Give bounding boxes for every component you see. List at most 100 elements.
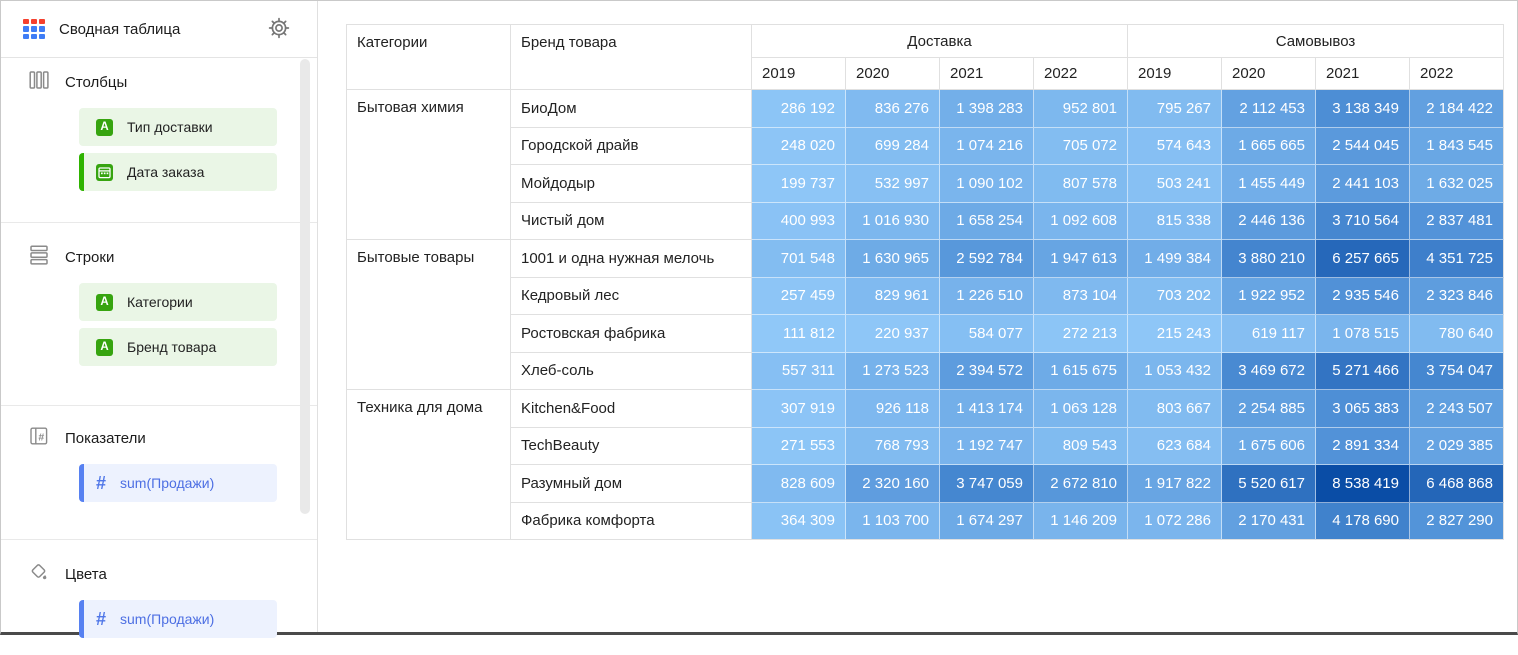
- value-cell: 3 880 210: [1222, 240, 1316, 278]
- string-field-icon: A: [96, 118, 113, 136]
- value-cell: 807 578: [1034, 165, 1128, 203]
- column-group-header-delivery[interactable]: Доставка: [752, 24, 1128, 58]
- year-header[interactable]: 2022: [1410, 58, 1504, 90]
- sidebar-section-columns: Столбцы A Тип доставки: [1, 58, 317, 222]
- value-cell: 1 016 930: [846, 202, 940, 240]
- value-cell: 5 520 617: [1222, 465, 1316, 503]
- field-chip-delivery-type[interactable]: A Тип доставки: [79, 108, 277, 146]
- pivot-table: Категории Бренд товара Доставка Самовыво…: [346, 24, 1504, 540]
- value-cell: 2 672 810: [1034, 465, 1128, 503]
- value-cell: 780 640: [1410, 315, 1504, 353]
- value-cell: 4 351 725: [1410, 240, 1504, 278]
- field-chip-label: Дата заказа: [127, 164, 205, 180]
- column-group-header-pickup[interactable]: Самовывоз: [1128, 24, 1504, 58]
- measure-chip-sum-sales[interactable]: # sum(Продажи): [79, 464, 277, 502]
- value-cell: 584 077: [940, 315, 1034, 353]
- value-cell: 574 643: [1128, 127, 1222, 165]
- value-cell: 701 548: [752, 240, 846, 278]
- settings-button[interactable]: [267, 17, 291, 41]
- value-cell: 307 919: [752, 390, 846, 428]
- value-cell: 795 267: [1128, 90, 1222, 128]
- value-cell: 3 747 059: [940, 465, 1034, 503]
- field-chip-order-date[interactable]: Дата заказа: [79, 153, 277, 191]
- brand-cell: Чистый дом: [511, 202, 752, 240]
- section-label: Показатели: [65, 429, 146, 447]
- value-cell: 828 609: [752, 465, 846, 503]
- value-cell: 220 937: [846, 315, 940, 353]
- section-header-columns: Столбцы: [29, 68, 317, 96]
- year-header[interactable]: 2021: [940, 58, 1034, 90]
- measure-chip-label: sum(Продажи): [120, 475, 215, 491]
- table-row: Хлеб-соль 557 311 1 273 523 2 394 572 1 615 …: [346, 352, 1504, 390]
- table-row: Городской драйв 248 020 699 284 1 074 216 70…: [346, 127, 1504, 165]
- field-chip-categories[interactable]: A Категории: [79, 283, 277, 321]
- value-cell: 873 104: [1034, 277, 1128, 315]
- value-cell: 1 917 822: [1128, 465, 1222, 503]
- string-field-icon: A: [96, 338, 113, 356]
- value-cell: 1 675 606: [1222, 427, 1316, 465]
- field-chip-label: Категории: [127, 294, 193, 310]
- value-cell: 926 118: [846, 390, 940, 428]
- section-header-rows: Строки: [29, 243, 317, 271]
- value-cell: 1 674 297: [940, 502, 1034, 540]
- value-cell: 619 117: [1222, 315, 1316, 353]
- value-cell: 111 812: [752, 315, 846, 353]
- value-cell: 2 837 481: [1410, 202, 1504, 240]
- value-cell: 2 254 885: [1222, 390, 1316, 428]
- sidebar-section-measures: # Показатели # sum(Продажи): [1, 405, 317, 539]
- value-cell: 2 029 385: [1410, 427, 1504, 465]
- value-cell: 2 394 572: [940, 352, 1034, 390]
- value-cell: 1 665 665: [1222, 127, 1316, 165]
- pivot-table-container: Категории Бренд товара Доставка Самовыво…: [346, 24, 1504, 540]
- active-field-accent: [79, 464, 84, 502]
- year-header[interactable]: 2019: [1128, 58, 1222, 90]
- brand-cell: 1001 и одна нужная мелочь: [511, 240, 752, 278]
- corner-header-categories[interactable]: Категории: [346, 24, 511, 90]
- chart-area: Категории Бренд товара Доставка Самовыво…: [319, 1, 1517, 632]
- value-cell: 286 192: [752, 90, 846, 128]
- value-cell: 2 592 784: [940, 240, 1034, 278]
- value-cell: 2 891 334: [1316, 427, 1410, 465]
- value-cell: 6 257 665: [1316, 240, 1410, 278]
- field-chip-brand[interactable]: A Бренд товара: [79, 328, 277, 366]
- value-cell: 532 997: [846, 165, 940, 203]
- pivot-body: Бытовая химия БиоДом 286 192 836 276 1 398 2…: [346, 90, 1504, 540]
- value-cell: 272 213: [1034, 315, 1128, 353]
- string-field-icon: A: [96, 293, 113, 311]
- section-label: Столбцы: [65, 73, 128, 91]
- value-cell: 1 090 102: [940, 165, 1034, 203]
- value-cell: 1 630 965: [846, 240, 940, 278]
- value-cell: 2 170 431: [1222, 502, 1316, 540]
- year-header[interactable]: 2021: [1316, 58, 1410, 90]
- corner-header-brand[interactable]: Бренд товара: [511, 24, 752, 90]
- value-cell: 557 311: [752, 352, 846, 390]
- year-header[interactable]: 2020: [1222, 58, 1316, 90]
- value-cell: 5 271 466: [1316, 352, 1410, 390]
- chart-type-title: Сводная таблица: [59, 20, 181, 38]
- category-cell: Техника для дома: [346, 390, 511, 540]
- value-cell: 503 241: [1128, 165, 1222, 203]
- year-header[interactable]: 2019: [752, 58, 846, 90]
- year-header[interactable]: 2022: [1034, 58, 1128, 90]
- app-window: Сводная таблица: [0, 0, 1518, 638]
- brand-cell: Kitchen&Food: [511, 390, 752, 428]
- value-cell: 400 993: [752, 202, 846, 240]
- value-cell: 4 178 690: [1316, 502, 1410, 540]
- value-cell: 705 072: [1034, 127, 1128, 165]
- active-field-accent: [79, 153, 84, 191]
- value-cell: 3 065 383: [1316, 390, 1410, 428]
- year-header[interactable]: 2020: [846, 58, 940, 90]
- value-cell: 2 243 507: [1410, 390, 1504, 428]
- sidebar-section-rows: Строки A Категории A Бренд товара: [1, 222, 317, 405]
- table-row: Бытовые товары 1001 и одна нужная мелочь 7…: [346, 240, 1504, 390]
- value-cell: 271 553: [752, 427, 846, 465]
- value-cell: 703 202: [1128, 277, 1222, 315]
- color-chip-sum-sales[interactable]: # sum(Продажи): [79, 600, 277, 638]
- value-cell: 1 499 384: [1128, 240, 1222, 278]
- value-cell: 364 309: [752, 502, 846, 540]
- value-cell: 815 338: [1128, 202, 1222, 240]
- sidebar-section-colors: Цвета # sum(Продажи): [1, 539, 317, 655]
- value-cell: 2 935 546: [1316, 277, 1410, 315]
- value-cell: 1 103 700: [846, 502, 940, 540]
- sidebar-scrollbar-thumb[interactable]: [300, 59, 310, 514]
